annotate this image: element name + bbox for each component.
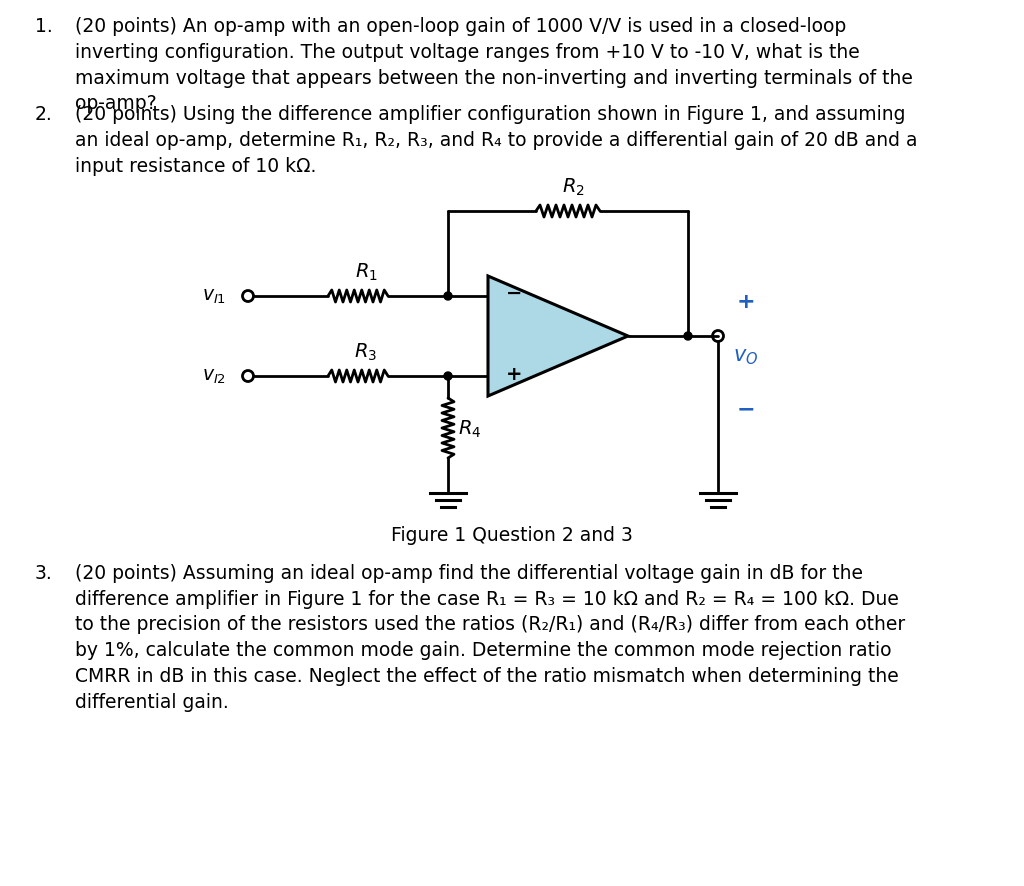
Text: $v_O$: $v_O$ xyxy=(733,346,759,367)
Text: +: + xyxy=(506,365,522,384)
Text: $R_3$: $R_3$ xyxy=(354,341,378,362)
Polygon shape xyxy=(488,276,628,397)
Text: Figure 1 Question 2 and 3: Figure 1 Question 2 and 3 xyxy=(391,525,633,544)
Text: −: − xyxy=(506,284,522,302)
Text: $v_{I2}$: $v_{I2}$ xyxy=(202,368,226,385)
Text: −: − xyxy=(736,399,756,418)
Text: 3.: 3. xyxy=(35,563,53,582)
Text: (20 points) Assuming an ideal op-amp find the differential voltage gain in dB fo: (20 points) Assuming an ideal op-amp fin… xyxy=(75,563,905,711)
Circle shape xyxy=(444,373,452,381)
Text: +: + xyxy=(736,291,756,312)
Text: (20 points) Using the difference amplifier configuration shown in Figure 1, and : (20 points) Using the difference amplifi… xyxy=(75,105,918,175)
Text: $R_1$: $R_1$ xyxy=(354,261,378,283)
Circle shape xyxy=(444,292,452,300)
Text: 1.: 1. xyxy=(35,17,53,36)
Text: (20 points) An op-amp with an open-loop gain of 1000 V/V is used in a closed-loo: (20 points) An op-amp with an open-loop … xyxy=(75,17,912,113)
Text: 2.: 2. xyxy=(35,105,53,124)
Circle shape xyxy=(684,332,692,340)
Text: $R_4$: $R_4$ xyxy=(458,418,481,439)
Text: $v_{I1}$: $v_{I1}$ xyxy=(202,288,226,306)
Text: $R_2$: $R_2$ xyxy=(561,176,585,198)
